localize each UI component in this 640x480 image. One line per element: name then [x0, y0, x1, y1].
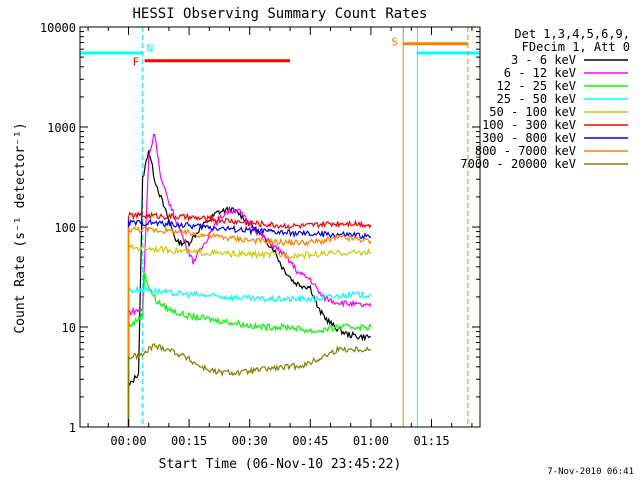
- y-tick-label: 1: [69, 421, 76, 435]
- series-line-1: [127, 133, 372, 427]
- flags-layer: [80, 27, 480, 427]
- legend-item-label: 800 - 7000 keV: [475, 144, 576, 158]
- x-tick-label: 00:15: [171, 434, 207, 448]
- series-line-0: [127, 150, 371, 427]
- flag-f-label: F: [133, 56, 140, 69]
- legend-item-label: 12 - 25 keV: [497, 79, 576, 93]
- series-line-2: [127, 272, 372, 427]
- series-layer: [127, 133, 372, 427]
- legend-item-label: 50 - 100 keV: [489, 105, 576, 119]
- legend-item-label: 100 - 300 keV: [482, 118, 576, 132]
- y-axis: 1 10 100 1000 10000: [40, 21, 480, 435]
- legend-item-label: 7000 - 20000 keV: [460, 157, 576, 171]
- legend: Det 1,3,4,5,6,9, FDecim 1, Att 0 3 - 6 k…: [460, 27, 630, 171]
- series-line-7: [127, 225, 372, 427]
- y-tick-label: 10000: [40, 21, 76, 35]
- legend-header-line-2: FDecim 1, Att 0: [522, 40, 630, 54]
- legend-item-label: 25 - 50 keV: [497, 92, 576, 106]
- flag-n-label: N: [147, 42, 154, 55]
- y-tick-label: 100: [54, 221, 76, 235]
- series-line-5: [127, 210, 372, 427]
- series-line-4: [127, 243, 372, 427]
- legend-header-line-1: Det 1,3,4,5,6,9,: [514, 27, 630, 41]
- series-line-3: [127, 284, 372, 427]
- legend-item-label: 3 - 6 keV: [511, 53, 576, 67]
- y-tick-label: 10: [62, 321, 76, 335]
- x-axis-label: Start Time (06-Nov-10 23:45:22): [159, 457, 402, 472]
- x-tick-label: 00:00: [110, 434, 146, 448]
- x-tick-label: 01:00: [353, 434, 389, 448]
- legend-item-label: 6 - 12 keV: [504, 66, 576, 80]
- x-tick-label: 01:15: [413, 434, 449, 448]
- legend-item-label: 300 - 800 keV: [482, 131, 576, 145]
- chart-title: HESSI Observing Summary Count Rates: [132, 6, 427, 22]
- series-line-6: [127, 218, 372, 427]
- timestamp-footer: 7-Nov-2010 06:41: [547, 467, 634, 477]
- y-tick-label: 1000: [47, 121, 76, 135]
- x-axis: 00:00 00:15 00:30 00:45 01:00 01:15: [87, 27, 473, 448]
- y-axis-label: Count Rate (s⁻¹ detector⁻¹): [13, 122, 28, 333]
- x-tick-label: 00:30: [232, 434, 268, 448]
- x-tick-label: 00:45: [292, 434, 328, 448]
- series-line-8: [127, 343, 372, 427]
- flag-s-label: S: [391, 36, 398, 49]
